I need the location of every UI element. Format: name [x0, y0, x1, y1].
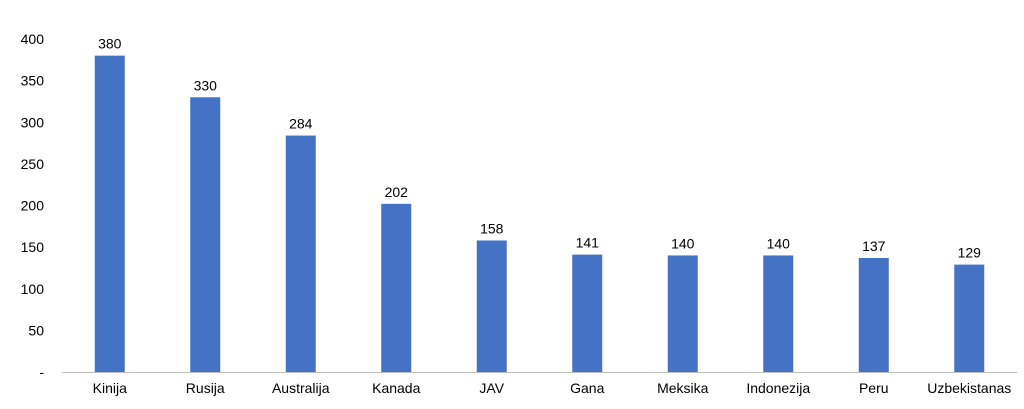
bar-jav	[476, 240, 507, 372]
category-label: Rusija	[186, 380, 225, 396]
y-tick-label: 350	[21, 73, 45, 89]
bar-rusija	[190, 97, 221, 373]
bar-gana	[572, 254, 603, 372]
bar-kanada	[381, 203, 412, 372]
data-label: 330	[194, 77, 218, 93]
y-tick-label: 400	[21, 31, 45, 47]
y-tick-label: 300	[21, 114, 45, 130]
bar-meksika	[667, 255, 698, 372]
data-label: 284	[289, 116, 313, 132]
data-label: 140	[671, 235, 695, 251]
data-label: 158	[480, 220, 504, 236]
data-label: 129	[958, 245, 982, 261]
data-label: 202	[385, 184, 409, 200]
y-tick-label: 150	[21, 239, 45, 255]
data-label: 137	[862, 238, 886, 254]
category-label: Australija	[272, 380, 330, 396]
category-label: Peru	[859, 380, 889, 396]
bar-australija	[285, 135, 316, 372]
category-label: Indonezija	[746, 380, 810, 396]
y-axis-tick-labels: - 50 100 150 200 250 300 350 400	[21, 31, 45, 380]
category-label: Meksika	[657, 380, 709, 396]
y-tick-label: 250	[21, 156, 45, 172]
bar-peru	[858, 257, 889, 372]
bars	[94, 55, 985, 373]
category-label: JAV	[479, 380, 504, 396]
category-label: Kanada	[372, 380, 420, 396]
data-label: 380	[98, 36, 122, 52]
bar-kinija	[94, 55, 125, 373]
x-axis-category-labels: Kinija Rusija Australija Kanada JAV Gana Meksi…	[93, 380, 1012, 396]
y-tick-label: 200	[21, 198, 45, 214]
bar-indonezija	[763, 255, 794, 372]
category-label: Kinija	[93, 380, 127, 396]
y-tick-label: 100	[21, 281, 45, 297]
bar-uzbekistanas	[954, 264, 985, 372]
category-label: Gana	[570, 380, 604, 396]
category-label: Uzbekistanas	[927, 380, 1011, 396]
data-label: 140	[767, 235, 791, 251]
data-label: 141	[576, 235, 600, 251]
data-labels: 380 330 284 202 158 141 140 140 137 129	[98, 36, 981, 261]
y-tick-label: 50	[28, 322, 44, 338]
y-tick-label: -	[39, 364, 44, 380]
